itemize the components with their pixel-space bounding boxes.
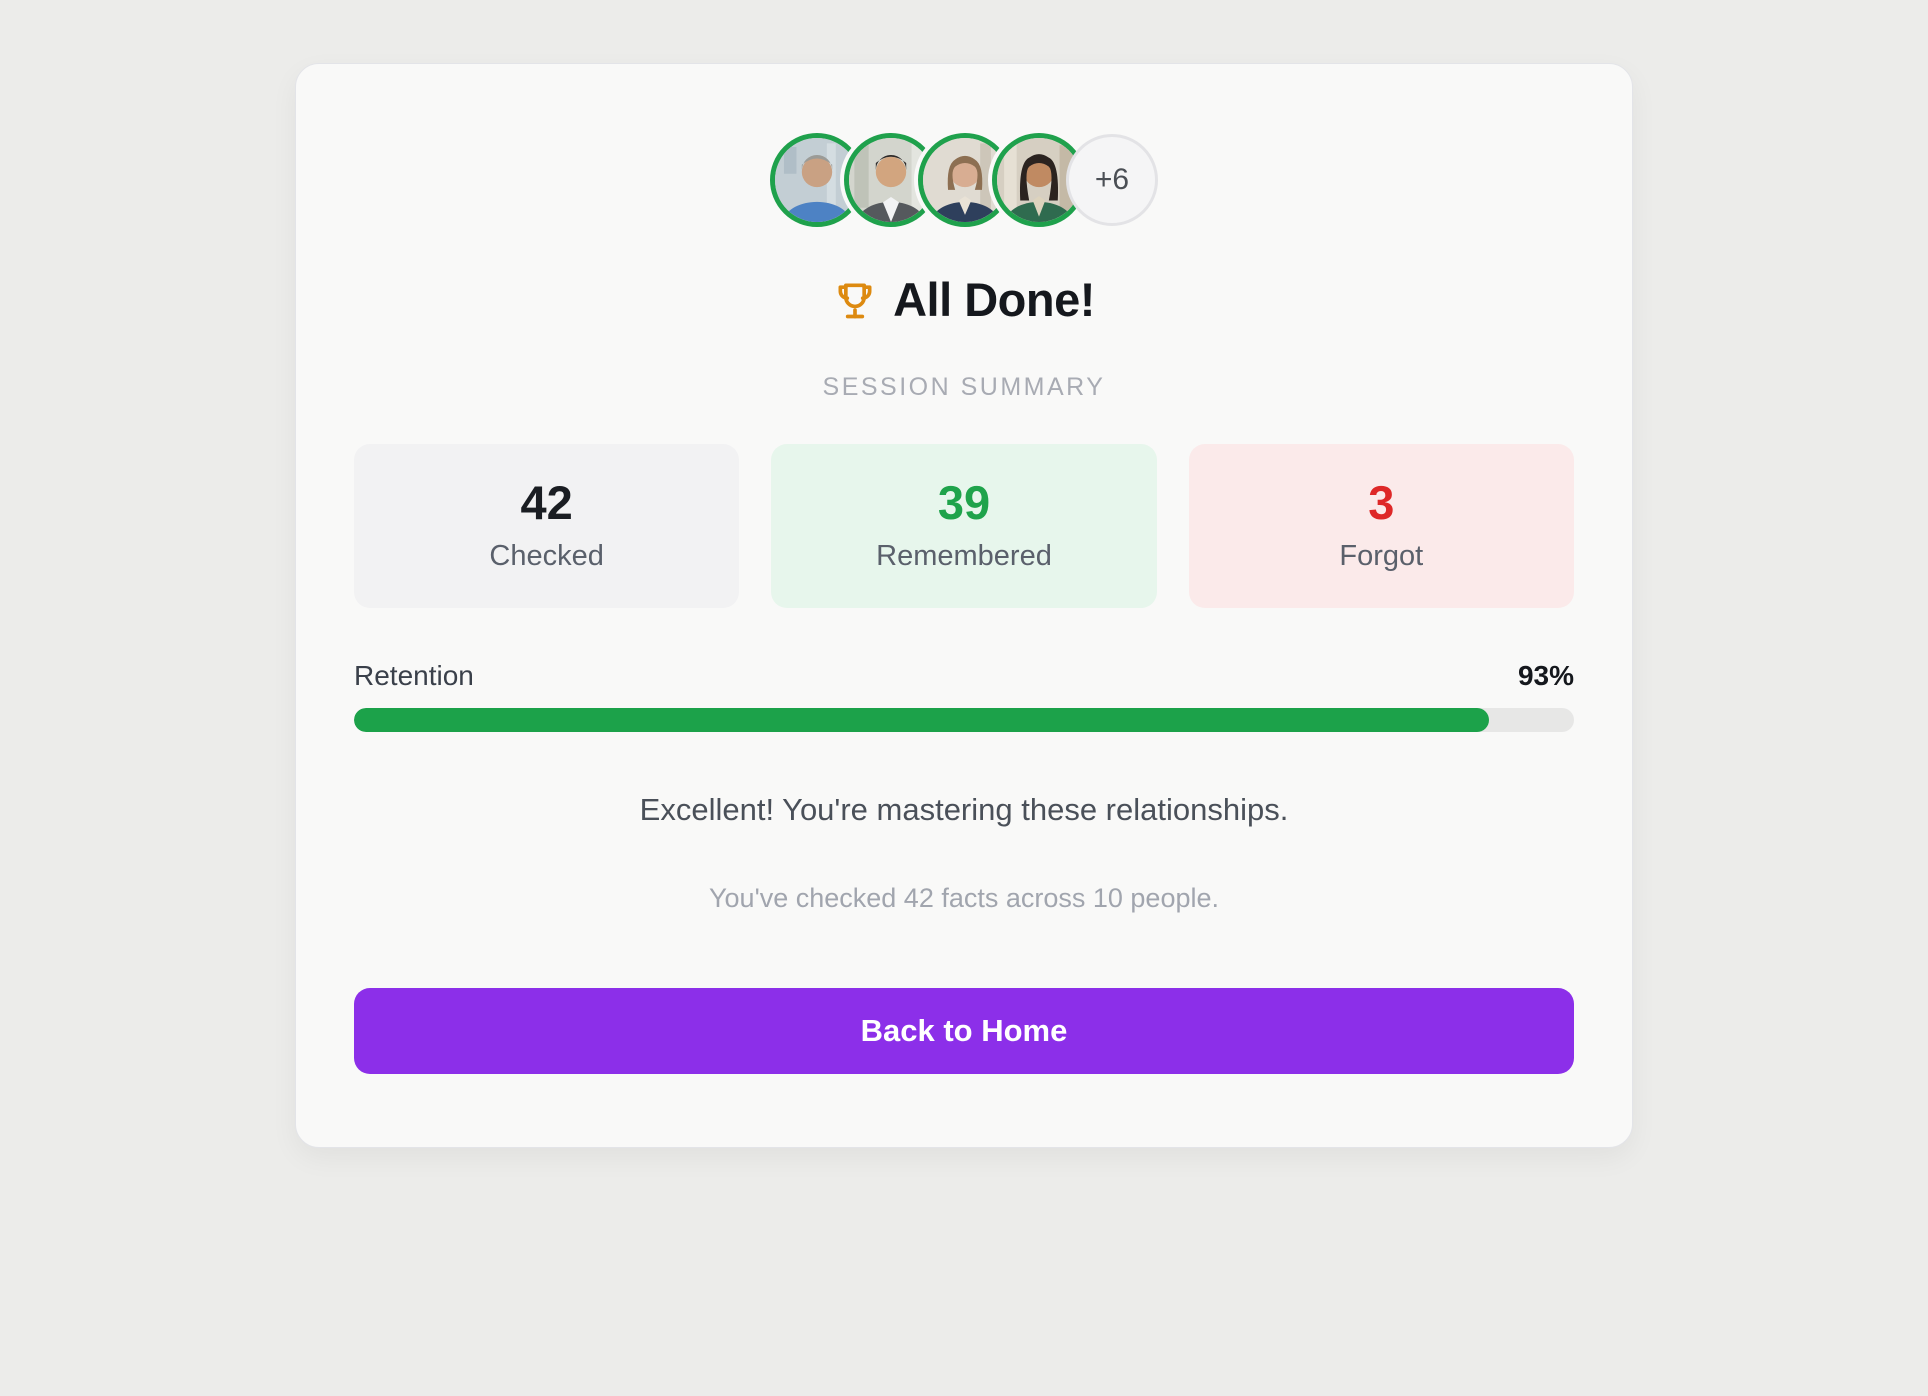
stat-card: 3 Forgot — [1188, 444, 1574, 608]
retention-bar-track — [354, 708, 1574, 732]
avatar-row: +6 — [770, 128, 1158, 232]
stat-label: Remembered — [876, 540, 1052, 572]
stat-label: Forgot — [1339, 540, 1424, 572]
stat-value: 42 — [520, 476, 573, 529]
stat-label: Checked — [489, 540, 604, 572]
retention-header: Retention 93% — [354, 660, 1574, 692]
stat-value: 3 — [1368, 476, 1395, 529]
avatar-overflow-label: +6 — [1094, 163, 1130, 196]
retention-percent: 93% — [1517, 660, 1574, 691]
section-subtitle: SESSION SUMMARY — [822, 373, 1106, 401]
retention-bar-fill — [354, 708, 1489, 732]
title-row: All Done! — [833, 272, 1095, 327]
stat-card: 39 Remembered — [771, 444, 1157, 608]
page-title: All Done! — [893, 273, 1095, 326]
stats-row: 42 Checked 39 Remembered 3 Forgot — [354, 444, 1574, 608]
back-to-home-button[interactable]: Back to Home — [354, 988, 1574, 1074]
session-summary-card: +6 All Done! SESSION SUMMARY 42 Checked … — [295, 63, 1633, 1148]
avatar-photo-4 — [992, 133, 1086, 227]
avatar-photo-3 — [918, 133, 1012, 227]
stat-card: 42 Checked — [354, 444, 740, 608]
primary-message: Excellent! You're mastering these relati… — [639, 792, 1289, 827]
retention-label: Retention — [354, 660, 474, 691]
avatar-photo-1 — [770, 133, 864, 227]
avatar-overflow-badge: +6 — [1066, 134, 1158, 226]
stat-value: 39 — [937, 476, 991, 529]
secondary-message: You've checked 42 facts across 10 people… — [709, 883, 1219, 913]
trophy-icon — [833, 278, 877, 322]
